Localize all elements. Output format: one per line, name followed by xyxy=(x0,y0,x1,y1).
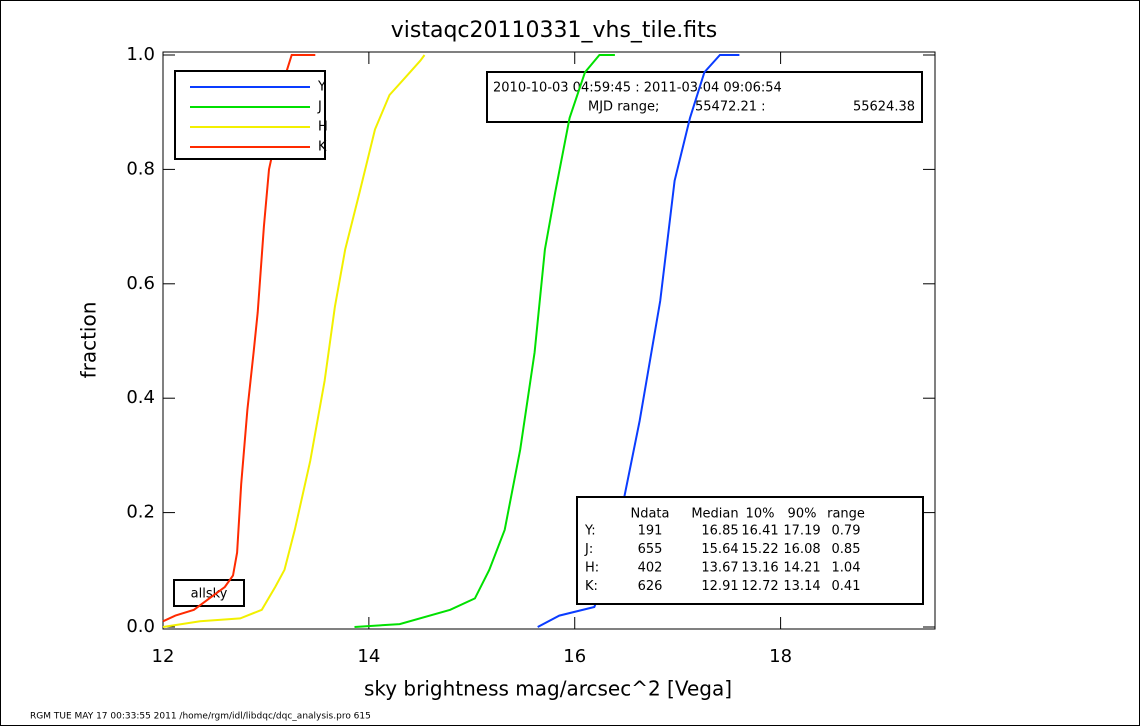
mjd-end: 55624.38 xyxy=(853,100,915,115)
stats-row-label: J: xyxy=(584,542,593,557)
stats-cell: 13.14 xyxy=(783,579,820,594)
x-tick-label: 12 xyxy=(152,646,175,667)
data-line xyxy=(354,54,615,628)
x-axis-label: sky brightness mag/arcsec^2 [Vega] xyxy=(364,677,732,701)
legend-label: Y xyxy=(317,80,326,95)
stats-cell: 12.91 xyxy=(701,579,738,594)
y-tick-label: 0.2 xyxy=(126,502,155,523)
stats-header: range xyxy=(827,507,865,522)
stats-cell: 1.04 xyxy=(832,561,861,576)
mjd-start: 55472.21 : xyxy=(695,100,766,115)
region-label: allsky xyxy=(191,587,228,602)
date-range: 2010-10-03 04:59:45 : 2011-03-04 09:06:5… xyxy=(493,81,782,96)
stats-box xyxy=(576,496,924,605)
x-tick-label: 14 xyxy=(357,646,380,667)
stats-cell: 655 xyxy=(638,542,663,557)
x-tick-label: 16 xyxy=(563,646,586,667)
footer: RGM TUE MAY 17 00:33:55 2011 /home/rgm/i… xyxy=(30,712,371,722)
stats-cell: 16.85 xyxy=(701,524,738,539)
stats-cell: 191 xyxy=(638,524,663,539)
stats-cell: 402 xyxy=(638,561,663,576)
stats-cell: 12.72 xyxy=(741,579,778,594)
data-line xyxy=(162,54,426,628)
legend-label: J xyxy=(317,100,322,115)
stats-cell: 17.19 xyxy=(783,524,820,539)
y-tick-label: 0.6 xyxy=(126,273,155,294)
chart-title: vistaqc20110331_vhs_tile.fits xyxy=(391,18,718,43)
legend-box xyxy=(174,70,326,160)
stats-cell: 15.22 xyxy=(741,542,778,557)
stats-cell: 626 xyxy=(638,579,663,594)
date-box xyxy=(486,71,923,123)
stats-header: Median xyxy=(691,507,738,522)
legend-label: K xyxy=(318,140,327,155)
x-tick-label: 18 xyxy=(769,646,792,667)
plot-frame xyxy=(162,51,936,630)
stats-row-label: Y: xyxy=(584,524,596,539)
stats-row-label: H: xyxy=(585,561,599,576)
stats-cell: 13.16 xyxy=(741,561,778,576)
y-tick-label: 0.8 xyxy=(126,158,155,179)
stats-header: Ndata xyxy=(630,507,669,522)
region-box xyxy=(173,579,245,607)
stats-cell: 15.64 xyxy=(701,542,738,557)
stats-header: 10% xyxy=(746,507,775,522)
y-axis-label: fraction xyxy=(77,302,101,379)
stats-cell: 16.41 xyxy=(741,524,778,539)
stats-header: 90% xyxy=(788,507,817,522)
stats-cell: 14.21 xyxy=(783,561,820,576)
stats-cell: 0.85 xyxy=(832,542,861,557)
data-line xyxy=(537,54,740,628)
stats-cell: 0.79 xyxy=(832,524,861,539)
stats-cell: 0.41 xyxy=(832,579,861,594)
stats-cell: 13.67 xyxy=(701,561,738,576)
stats-cell: 16.08 xyxy=(783,542,820,557)
mjd-label: MJD range; xyxy=(588,100,659,115)
y-tick-label: 0.4 xyxy=(126,387,155,408)
stats-row-label: K: xyxy=(585,579,598,594)
legend-label: H xyxy=(318,120,328,135)
y-tick-label: 1.0 xyxy=(126,44,155,65)
y-tick-label: 0.0 xyxy=(126,616,155,637)
